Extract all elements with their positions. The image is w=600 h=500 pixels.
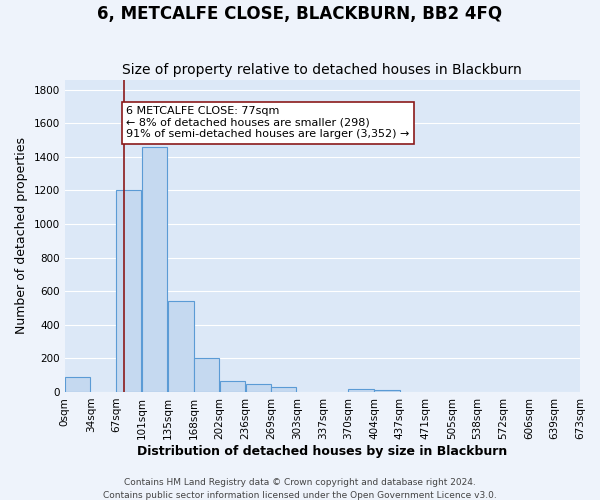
Text: Contains HM Land Registry data © Crown copyright and database right 2024.
Contai: Contains HM Land Registry data © Crown c… — [103, 478, 497, 500]
Y-axis label: Number of detached properties: Number of detached properties — [15, 138, 28, 334]
Title: Size of property relative to detached houses in Blackburn: Size of property relative to detached ho… — [122, 63, 522, 77]
Bar — [116, 190, 142, 392]
Bar — [271, 387, 296, 392]
Bar — [168, 302, 193, 392]
X-axis label: Distribution of detached houses by size in Blackburn: Distribution of detached houses by size … — [137, 444, 508, 458]
Bar — [245, 384, 271, 392]
Bar — [220, 381, 245, 392]
Text: 6, METCALFE CLOSE, BLACKBURN, BB2 4FQ: 6, METCALFE CLOSE, BLACKBURN, BB2 4FQ — [97, 5, 503, 23]
Bar — [193, 358, 219, 392]
Bar — [142, 146, 167, 392]
Bar — [349, 390, 374, 392]
Bar — [65, 377, 90, 392]
Text: 6 METCALFE CLOSE: 77sqm
← 8% of detached houses are smaller (298)
91% of semi-de: 6 METCALFE CLOSE: 77sqm ← 8% of detached… — [126, 106, 409, 140]
Bar — [374, 390, 400, 392]
